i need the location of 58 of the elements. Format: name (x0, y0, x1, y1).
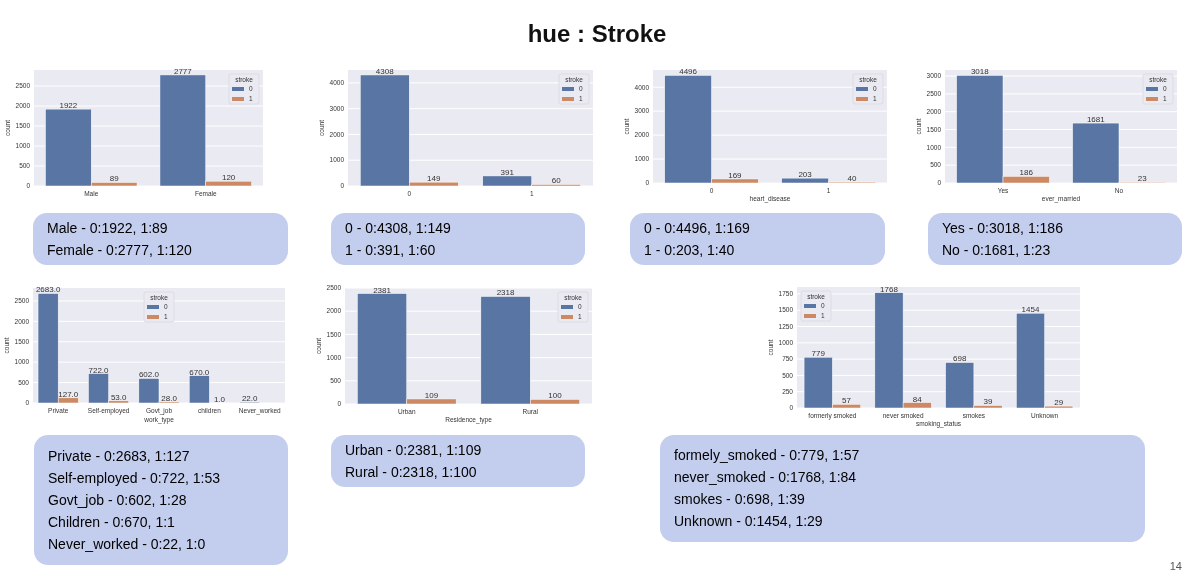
text: 1 - 0:391, 1:60 (345, 241, 436, 258)
data-label: 100 (548, 391, 563, 401)
data-label: 22.0 (241, 394, 259, 404)
text: Children - 0:670, 1:1 (48, 513, 176, 530)
data-label: 2381 (373, 285, 392, 295)
data-label: 149 (427, 174, 441, 184)
text: Never_worked - 0:22, 1:0 (48, 535, 206, 552)
data-label: 2777 (173, 66, 193, 76)
data-label: 2318 (496, 288, 515, 298)
data-label: 4308 (375, 66, 395, 76)
text: 0 - 0:4308, 1:149 (345, 219, 452, 236)
data-label: 186 (1019, 168, 1034, 178)
text: Self-employed - 0:722, 1:53 (48, 469, 221, 486)
text: smokes - 0:698, 1:39 (674, 491, 805, 508)
data-label: 40 (847, 174, 857, 184)
data-label: 670.0 (189, 367, 210, 377)
data-label: 1768 (880, 284, 899, 294)
text: 1 - 0:203, 1:40 (644, 241, 735, 258)
text: Govt_job - 0:602, 1:28 (48, 491, 187, 508)
data-label: 1454 (1021, 305, 1040, 315)
data-label: 2683.0 (35, 285, 61, 295)
data-label: 602.0 (138, 370, 160, 380)
text: 14 (1169, 560, 1182, 572)
text: Urban - 0:2381, 1:109 (345, 441, 482, 458)
data-label: 3018 (970, 67, 990, 77)
data-label: 779 (811, 349, 826, 359)
data-label: 4496 (679, 67, 698, 77)
data-label: 169 (728, 170, 743, 180)
data-label: 60 (551, 176, 562, 186)
text: Unknown - 0:1454, 1:29 (674, 513, 823, 530)
text: Yes - 0:3018, 1:186 (942, 219, 1064, 236)
data-label: 53.0 (110, 392, 128, 402)
data-label: 1922 (59, 101, 78, 111)
data-label: 127.0 (58, 389, 79, 399)
data-label: 722.0 (88, 365, 110, 375)
data-label: 391 (500, 167, 515, 177)
data-label: 1.0 (213, 394, 226, 404)
data-label: 203 (798, 170, 813, 180)
data-label: 29 (1054, 398, 1064, 408)
text: formely_smoked - 0:779, 1:57 (674, 447, 860, 464)
data-label: 57 (842, 396, 852, 406)
data-label: 28.0 (161, 393, 178, 403)
text: Male - 0:1922, 1:89 (47, 219, 168, 236)
text: 0 - 0:4496, 1:169 (644, 219, 751, 236)
text: never_smoked - 0:1768, 1:84 (674, 469, 857, 486)
data-label: 84 (912, 394, 923, 404)
data-label: 109 (424, 390, 439, 400)
text: Rural - 0:2318, 1:100 (345, 463, 477, 480)
data-label: 1681 (1086, 115, 1106, 125)
data-label: 698 (953, 354, 967, 364)
text: No - 0:1681, 1:23 (942, 241, 1051, 258)
data-label: 39 (983, 397, 994, 407)
data-label: 23 (1137, 174, 1148, 184)
text: Private - 0:2683, 1:127 (48, 447, 190, 464)
text: Female - 0:2777, 1:120 (47, 241, 192, 258)
data-label: 120 (221, 173, 236, 183)
data-label: 89 (109, 174, 120, 184)
text: hue : Stroke (527, 20, 667, 47)
